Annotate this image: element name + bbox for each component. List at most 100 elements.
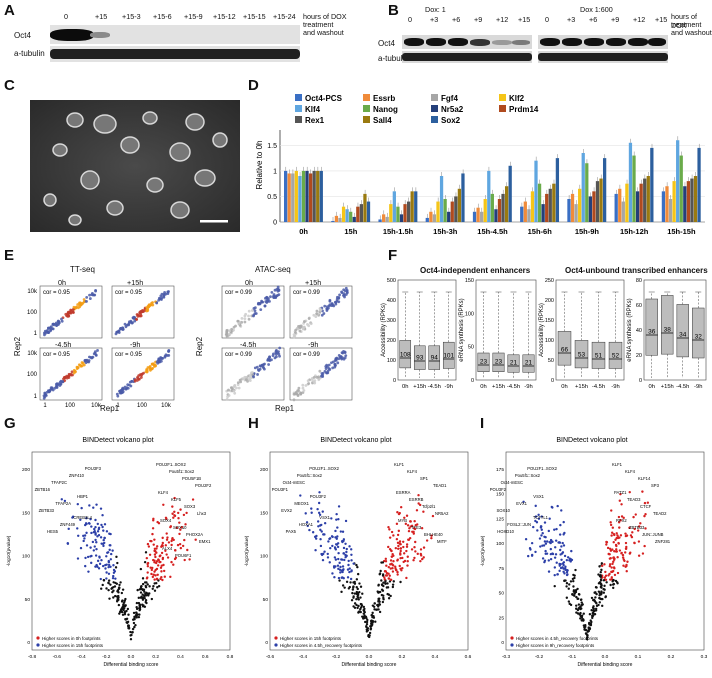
x-tick-label: 0h [402,384,408,390]
x-tick-label: 0.0 [602,654,609,660]
volcano-point [183,558,186,562]
volcano-point [339,571,342,574]
e-time: 0h [245,278,253,287]
volcano-point [534,515,538,518]
y-tick-label: 0 [27,640,30,646]
scatter-point [243,317,247,321]
legend-swatch [363,116,370,123]
volcano-point [385,572,389,575]
scatter-point [167,350,171,353]
volcano-point [563,579,566,582]
legend-dot [36,643,40,647]
x-tick-label: 0.3 [701,654,708,660]
volcano-point [615,532,618,535]
volcano-point [109,583,112,586]
volcano-point [622,564,625,567]
scatter-point [57,320,60,323]
volcano-point [171,505,174,508]
volcano-point [101,564,105,568]
volcano-point [359,585,363,588]
tick-label: 100 [27,310,38,316]
legend-label: Nr5a2 [441,105,464,114]
volcano-point [347,563,350,567]
volcano-point [337,551,340,555]
volcano-point [624,547,628,550]
x-tick-label: 0.6 [465,654,472,660]
scatter-point [85,295,89,299]
bar [690,178,694,222]
tf-label: SOX4 [160,518,172,523]
tf-label: BHLHE40 [424,532,443,537]
blot-oct4-dox1 [402,35,532,49]
volcano-point [613,573,617,577]
scatter-point [335,295,339,299]
volcano-point [164,549,167,552]
volcano-title: BINDetect volcano plot [556,437,627,444]
tf-label: Pou5f1::Sox2 [297,473,323,478]
volcano-point [139,567,143,571]
y-axis-label: Accessibility (RPKs) [539,303,545,357]
scatter-point [78,303,82,307]
scatter-point [82,298,86,301]
volcano-point [417,502,420,505]
panel-label-b: B [388,2,399,19]
volcano-point [125,617,129,620]
volcano-point [553,556,557,559]
volcano-point [155,545,159,548]
bar [305,170,309,222]
volcano-point [321,510,324,513]
volcano-point [146,565,150,568]
x-tick-label: 0.4 [177,654,184,660]
volcano-point [306,524,309,528]
box [507,354,520,373]
y-tick-label: 200 [260,467,268,473]
y-tick-label: 250 [545,278,554,284]
volcano-point [355,563,358,567]
lane-label: +15-6 [153,12,172,21]
panel-b: Dox: 1 Dox 1:600 0 +3 +6 +9 +12 +15 0 +3… [378,0,712,70]
volcano-point [370,614,374,617]
median-value: 23 [495,359,503,366]
bar [683,186,687,222]
x-tick-label: -0.2 [332,654,341,660]
scatter-point [94,353,98,357]
volcano-point [573,594,576,597]
box [477,352,490,372]
scatter-point [228,332,231,336]
volcano-point [565,573,569,577]
tf-label: HOXD10 [497,529,514,534]
volcano-point [613,558,616,561]
volcano-point [612,586,615,590]
volcano-point [150,539,153,543]
x-tick-label: +15h [575,384,588,390]
scatter-point [272,293,276,296]
volcano-point [323,521,327,525]
volcano-point [539,545,542,548]
median-value: 94 [431,355,439,362]
scatter-point [80,361,84,364]
volcano-point [585,637,589,641]
scatter-point [162,292,166,296]
group-label: Dox: 1 [425,5,446,14]
volcano-point [117,603,121,607]
volcano-point [362,612,365,615]
median-value: 66 [561,347,569,354]
volcano-point [178,532,181,536]
volcano-point [146,571,149,574]
scatter-point [273,356,277,360]
volcano-point [600,568,603,572]
scatter-point [225,334,229,338]
volcano-point [396,558,399,561]
volcano-point [341,569,344,572]
median-value: 101 [443,353,454,360]
scatter-point [323,304,327,308]
volcano-point [121,613,125,616]
volcano-point [356,606,359,610]
volcano-point [570,558,574,562]
tf-label: HBP1 [77,494,89,499]
volcano-point [600,564,604,568]
box [608,341,623,369]
volcano-point [85,544,89,547]
x-tick-label: -4.5h [428,384,441,390]
volcano-point [336,564,340,567]
